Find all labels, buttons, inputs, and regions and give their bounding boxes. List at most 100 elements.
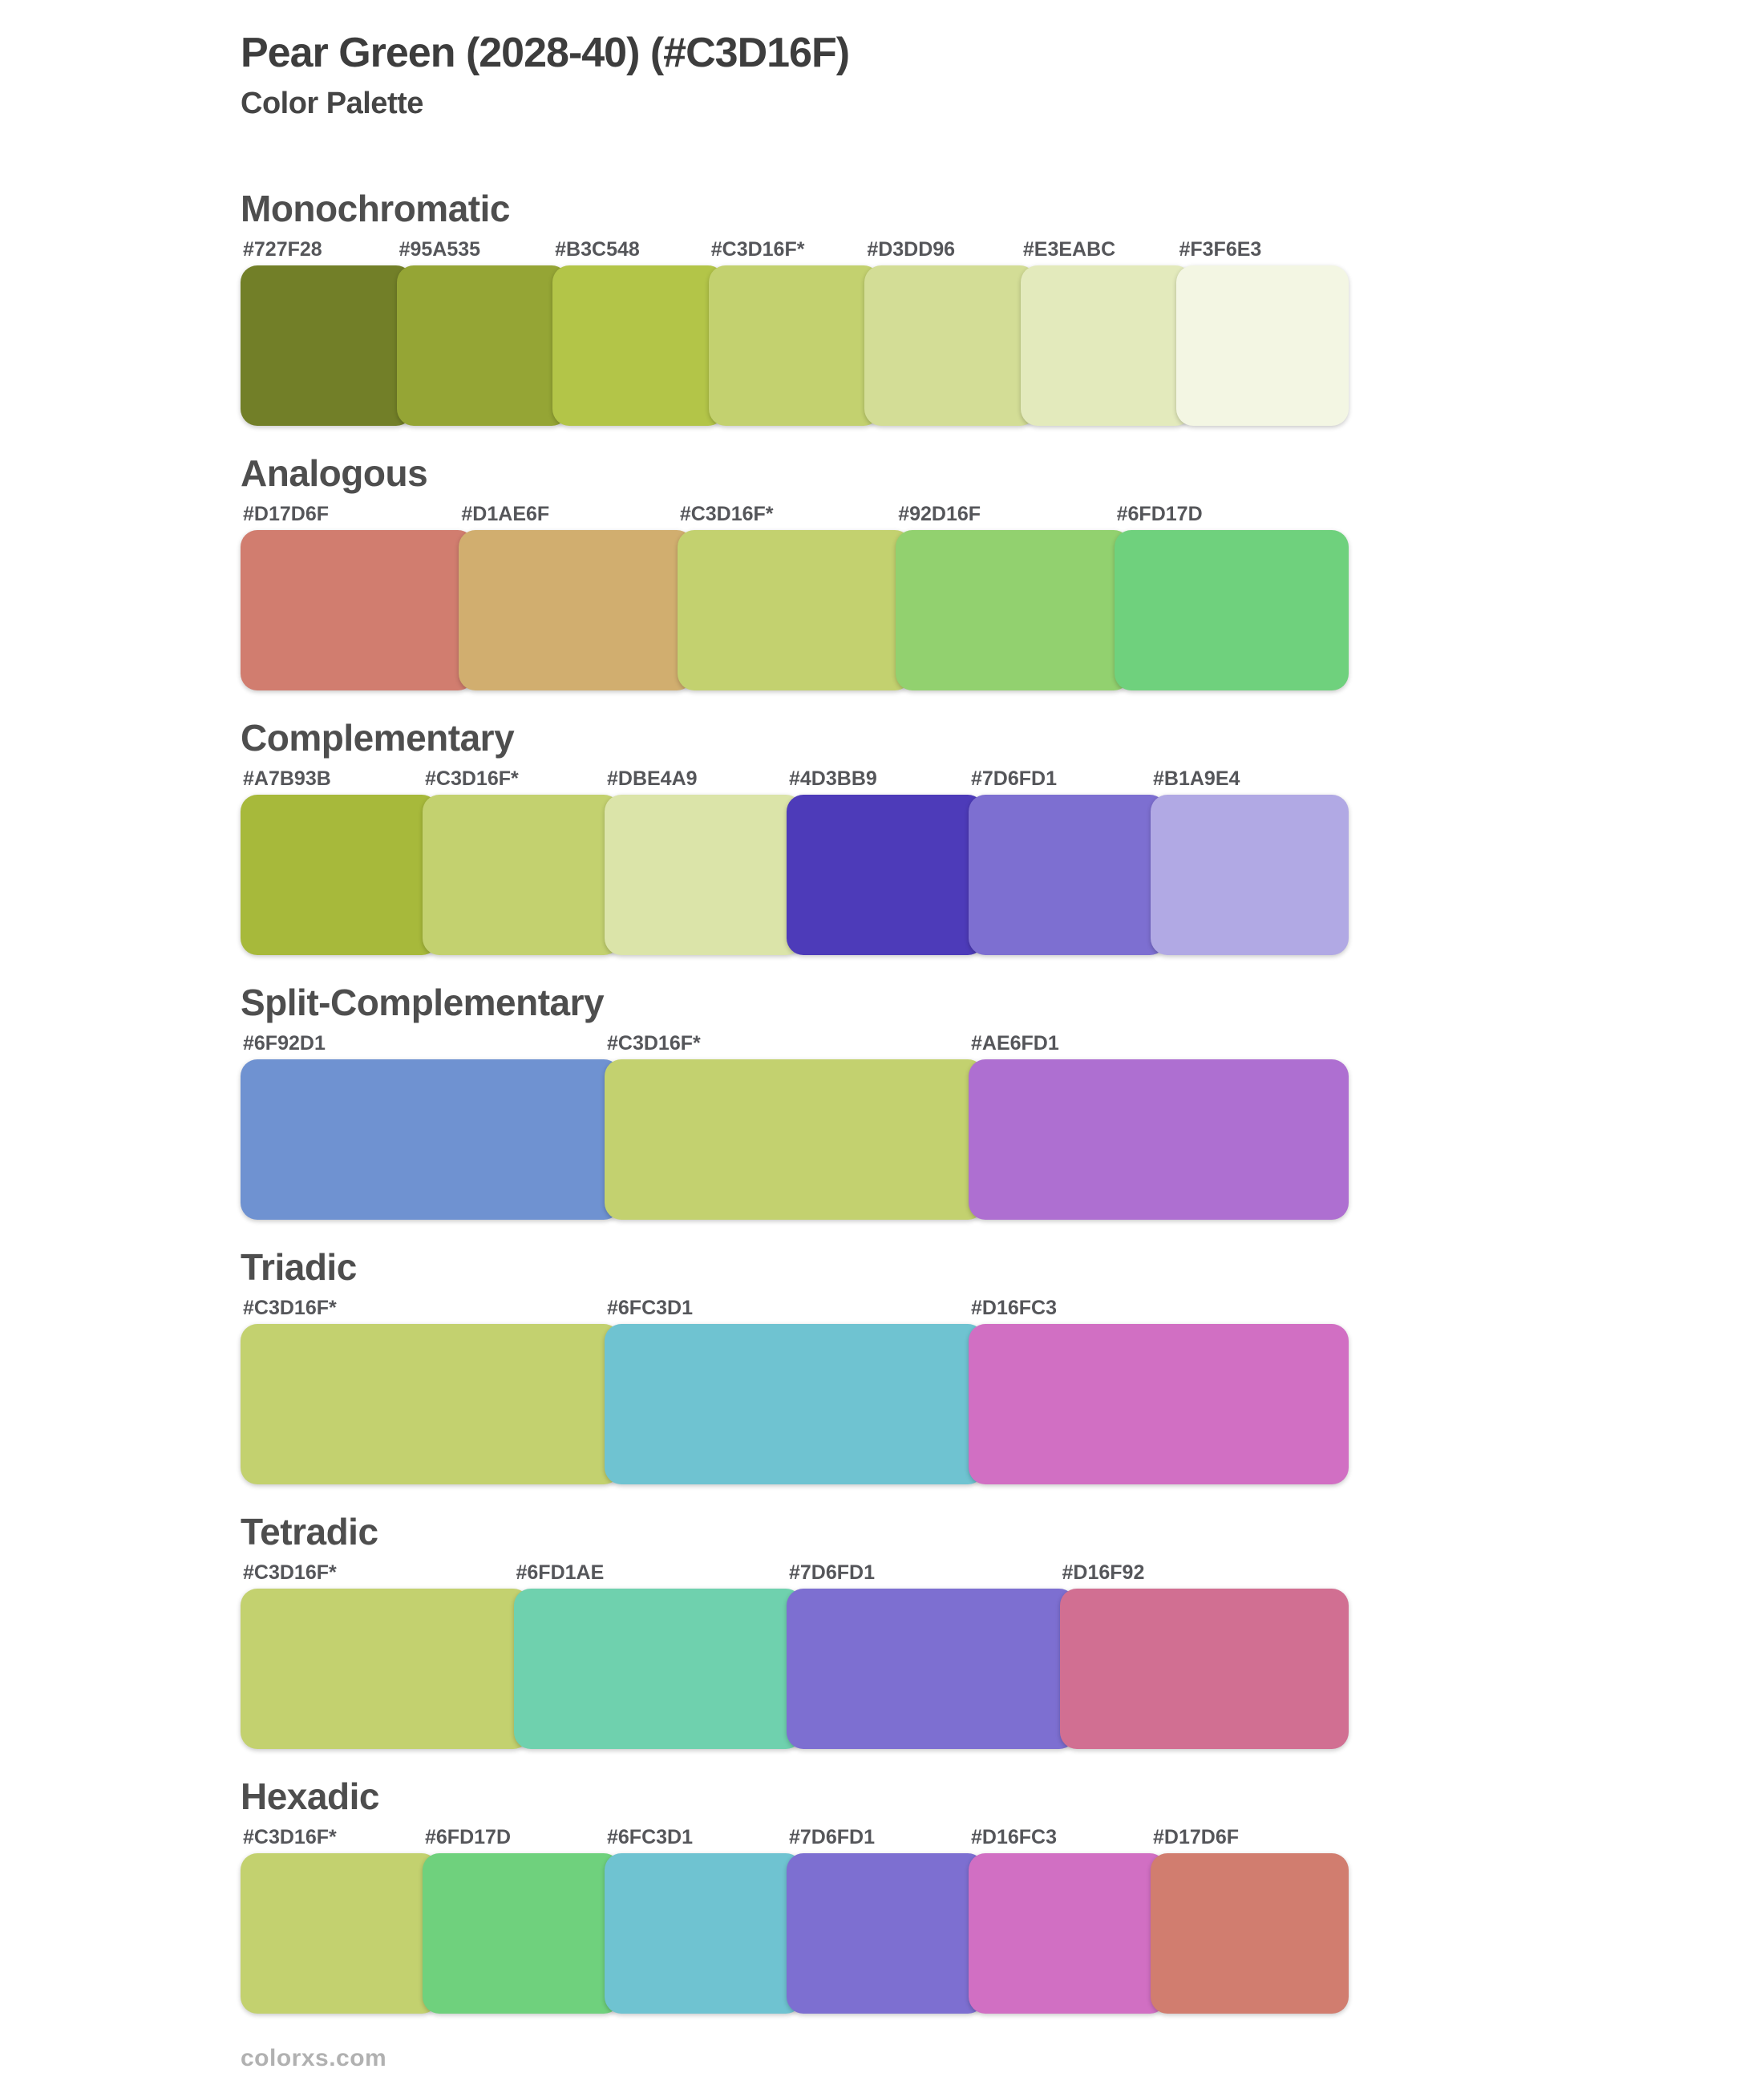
hex-label: #6FD1AE	[516, 1561, 605, 1584]
swatch: #7D6FD1	[969, 767, 1167, 955]
color-chip[interactable]	[896, 529, 1131, 690]
color-chip[interactable]	[1176, 265, 1349, 426]
hex-label: #D17D6F	[1153, 1825, 1239, 1848]
swatch: #D3DD96	[864, 238, 1037, 426]
swatch: #95A535	[396, 237, 569, 426]
swatch: #6FC3D1	[605, 1297, 985, 1484]
color-chip[interactable]	[1151, 1852, 1349, 2014]
hex-label: #6FC3D1	[607, 1825, 693, 1848]
swatch: #F3F6E3	[1176, 238, 1349, 426]
color-chip[interactable]	[241, 1059, 621, 1220]
hex-label: #7D6FD1	[789, 1561, 875, 1584]
swatch: #B1A9E4	[1151, 767, 1349, 955]
swatch: #6FD1AE	[513, 1561, 803, 1749]
swatch: #C3D16F*	[241, 1826, 439, 2014]
section-title: Analogous	[241, 451, 428, 494]
swatch: #92D16F	[896, 503, 1131, 690]
swatch: #E3EABC	[1020, 237, 1193, 426]
swatch: #7D6FD1	[787, 1826, 985, 2014]
hex-label: #6FC3D1	[607, 1296, 693, 1319]
swatch: #AE6FD1	[969, 1032, 1349, 1220]
hex-label: #7D6FD1	[789, 1825, 875, 1848]
color-chip[interactable]	[423, 1852, 621, 2014]
section-title: Complementary	[241, 716, 515, 759]
color-chip[interactable]	[396, 265, 569, 426]
hex-label: #B1A9E4	[1153, 767, 1240, 790]
color-chip[interactable]	[1020, 265, 1193, 426]
color-chip[interactable]	[241, 1588, 530, 1749]
color-chip[interactable]	[787, 1588, 1076, 1749]
hex-label: #7D6FD1	[971, 767, 1057, 790]
hex-label: #AE6FD1	[971, 1031, 1059, 1055]
color-chip[interactable]	[605, 1852, 803, 2014]
hex-label: #6FD17D	[425, 1825, 511, 1848]
section-title: Split-Complementary	[241, 981, 605, 1023]
hex-label: #95A535	[399, 237, 481, 261]
swatch-row: #C3D16F* #6FC3D1 #D16FC3	[241, 1297, 1349, 1484]
section-title: Tetradic	[241, 1510, 378, 1553]
hex-label: #E3EABC	[1022, 237, 1116, 261]
hex-label: #DBE4A9	[607, 767, 698, 790]
swatch-row: #C3D16F* #6FD1AE #7D6FD1 #D16F92	[241, 1561, 1349, 1749]
hex-label: #D1AE6F	[461, 502, 550, 525]
swatch: #C3D16F*	[708, 237, 881, 426]
color-chip[interactable]	[787, 794, 985, 955]
color-chip[interactable]	[241, 529, 475, 690]
color-chip[interactable]	[241, 1323, 621, 1484]
hex-label: #C3D16F*	[243, 1825, 337, 1848]
swatch: #6F92D1	[241, 1032, 621, 1220]
hex-label: #D16F92	[1062, 1561, 1145, 1584]
color-chip[interactable]	[969, 1059, 1349, 1220]
color-chip[interactable]	[1059, 1588, 1349, 1749]
swatch: #DBE4A9	[605, 767, 803, 955]
hex-label: #A7B93B	[243, 767, 331, 790]
swatch-row: #727F28 #95A535 #B3C548 #C3D16F* #D3DD96 #E3E…	[241, 238, 1349, 426]
palette-section: Monochromatic #727F28 #95A535 #B3C548 #C3D16…	[241, 190, 1349, 426]
color-chip[interactable]	[605, 794, 803, 955]
swatch: #C3D16F*	[605, 1032, 985, 1220]
hex-label: #C3D16F*	[710, 237, 805, 261]
hex-label: #727F28	[243, 237, 322, 261]
color-chip[interactable]	[605, 1323, 985, 1484]
swatch-row: #C3D16F* #6FD17D #6FC3D1 #7D6FD1 #D16FC3 #D17…	[241, 1826, 1349, 2014]
swatch-row: #D17D6F #D1AE6F #C3D16F* #92D16F #6FD17D	[241, 503, 1349, 690]
page-subtitle: Color Palette	[241, 87, 423, 121]
color-chip[interactable]	[677, 529, 912, 690]
color-chip[interactable]	[552, 265, 725, 426]
color-chip[interactable]	[423, 794, 621, 955]
footer-watermark: colorxs.com	[241, 2045, 387, 2071]
color-chip[interactable]	[459, 529, 694, 690]
swatch: #7D6FD1	[787, 1561, 1076, 1749]
color-chip[interactable]	[241, 265, 413, 426]
swatch-row: #A7B93B #C3D16F* #DBE4A9 #4D3BB9 #7D6FD1 #B1A…	[241, 767, 1349, 955]
color-chip[interactable]	[1114, 529, 1349, 690]
color-chip[interactable]	[969, 1852, 1167, 2014]
hex-label: #6F92D1	[243, 1031, 326, 1055]
swatch: #C3D16F*	[241, 1561, 530, 1749]
color-chip[interactable]	[969, 1323, 1349, 1484]
hex-label: #C3D16F*	[607, 1031, 701, 1055]
color-chip[interactable]	[1151, 794, 1349, 955]
swatch-row: #6F92D1 #C3D16F* #AE6FD1	[241, 1032, 1349, 1220]
color-chip[interactable]	[787, 1852, 985, 2014]
palette-section: Analogous #D17D6F #D1AE6F #C3D16F* #92D16F #6…	[241, 455, 1349, 690]
sections: Monochromatic #727F28 #95A535 #B3C548 #C3D16…	[241, 190, 1349, 2014]
swatch: #D17D6F	[241, 503, 475, 690]
color-chip[interactable]	[241, 794, 439, 955]
palette-section: Complementary #A7B93B #C3D16F* #DBE4A9 #4D3B…	[241, 719, 1349, 955]
color-chip[interactable]	[708, 265, 881, 426]
palette-section: Hexadic #C3D16F* #6FD17D #6FC3D1 #7D6FD1 #D16…	[241, 1778, 1349, 2014]
swatch: #C3D16F*	[423, 767, 621, 955]
hex-label: #D3DD96	[867, 237, 956, 261]
color-chip[interactable]	[864, 265, 1037, 426]
color-chip[interactable]	[969, 794, 1167, 955]
color-chip[interactable]	[513, 1588, 803, 1749]
color-chip[interactable]	[605, 1059, 985, 1220]
color-chip[interactable]	[241, 1852, 439, 2014]
swatch: #A7B93B	[241, 767, 439, 955]
hex-label: #C3D16F*	[243, 1296, 337, 1319]
hex-label: #4D3BB9	[789, 767, 877, 790]
section-title: Triadic	[241, 1245, 357, 1288]
swatch: #6FD17D	[1114, 503, 1349, 690]
hex-label: #D17D6F	[243, 502, 329, 525]
